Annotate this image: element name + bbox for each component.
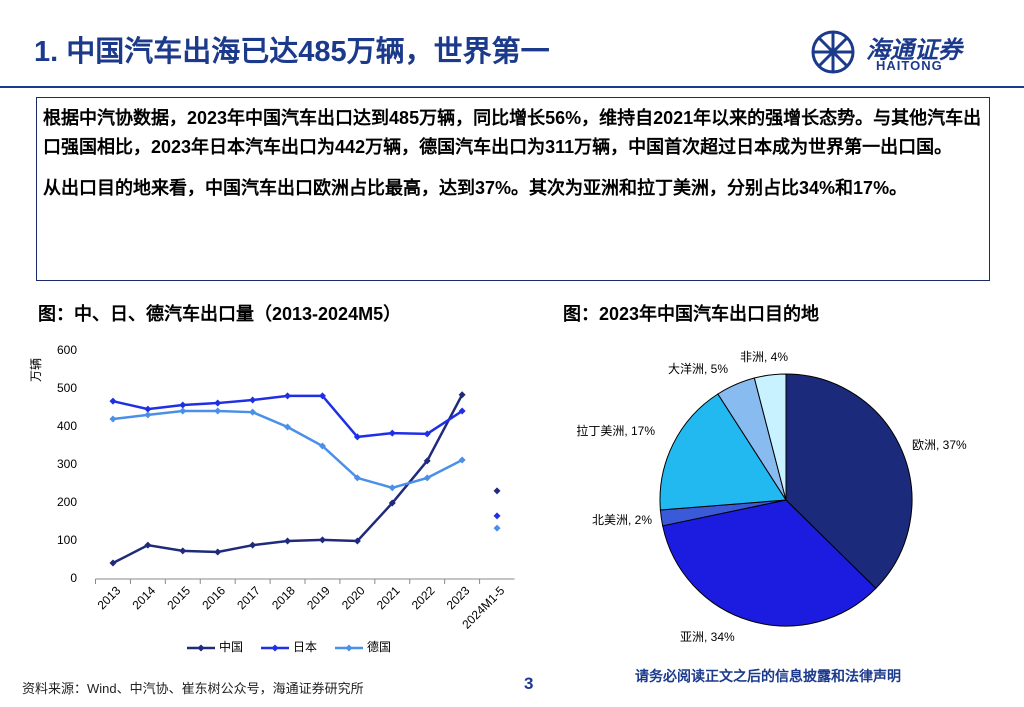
legend-marker (197, 644, 205, 652)
x-tick-label: 2013 (95, 583, 124, 612)
disclaimer: 请务必阅读正文之后的信息披露和法律声明 (635, 668, 901, 684)
point (109, 415, 117, 423)
point (493, 524, 501, 532)
source: 资料来源：Wind、中汽协、崔东树公众号，海通证券研究所 (22, 681, 364, 696)
series-line (112, 394, 463, 439)
point (388, 499, 396, 507)
y-tick-label: 0 (70, 571, 77, 585)
slice-label: 拉丁美洲, 17% (576, 423, 655, 438)
legend-marker (271, 644, 279, 652)
pie-slice (662, 499, 877, 627)
y-tick-label: 400 (57, 419, 77, 433)
slice-label: 非洲, 4% (740, 350, 788, 364)
series-line (112, 409, 463, 490)
chart-title: 图：中、日、德汽车出口量（2013-2024M5） (38, 304, 402, 324)
x-tick-label: 2016 (199, 583, 228, 612)
point (318, 442, 326, 450)
x-tick-label: 2015 (164, 583, 193, 612)
point (388, 484, 396, 492)
point (249, 408, 257, 416)
point (144, 541, 152, 549)
legend-marker (345, 644, 353, 652)
summary-box: 根据中汽协数据，2023年中国汽车出口达到485万辆，同比增长56%，维持自20… (36, 97, 990, 281)
paragraph: 根据中汽协数据，2023年中国汽车出口达到485万辆，同比增长56%，维持自20… (43, 108, 982, 157)
point (318, 392, 326, 400)
header-rule (0, 86, 1024, 88)
chart-title: 图：2023年中国汽车出口目的地 (563, 304, 820, 324)
slice-label: 北美洲, 2% (592, 513, 652, 527)
y-tick-label: 600 (57, 343, 77, 357)
x-tick-label: 2022 (409, 583, 438, 612)
logo-text: HAITONG (876, 58, 943, 73)
y-tick-label: 200 (57, 495, 77, 509)
point (423, 430, 431, 438)
legend-label: 德国 (367, 639, 391, 654)
point (458, 391, 466, 399)
point (493, 512, 501, 520)
point (179, 407, 187, 415)
point (284, 537, 292, 545)
point (214, 407, 222, 415)
point (493, 487, 501, 495)
point (109, 559, 117, 567)
slide-title: 1. 中国汽车出海已达485万辆，世界第一 (34, 36, 550, 68)
x-tick-label: 2017 (234, 583, 263, 612)
page-number: 3 (524, 674, 534, 693)
logo-icon (811, 30, 855, 74)
pie-slice (659, 393, 787, 511)
point (353, 474, 361, 482)
x-tick-label: 2014 (129, 583, 158, 612)
point (214, 399, 222, 407)
x-tick-label: 2019 (304, 583, 333, 612)
point (144, 405, 152, 413)
point (353, 433, 361, 441)
slice-label: 亚洲, 34% (680, 630, 735, 644)
x-tick-label: 2020 (339, 583, 368, 612)
pie-slice (785, 373, 913, 590)
legend-label: 日本 (293, 640, 317, 654)
point (318, 536, 326, 544)
point (458, 456, 466, 464)
y-axis-label: 万辆 (29, 358, 43, 382)
logo-text: 海通证券 (866, 37, 962, 64)
point (109, 397, 117, 405)
point (249, 396, 257, 404)
point (284, 392, 292, 400)
legend-label: 中国 (219, 639, 243, 654)
point (179, 401, 187, 409)
point (284, 423, 292, 431)
y-tick-label: 300 (57, 457, 77, 471)
point (214, 548, 222, 556)
x-tick-label: 2018 (269, 583, 298, 612)
point (179, 547, 187, 555)
point (249, 541, 257, 549)
point (423, 457, 431, 465)
point (353, 537, 361, 545)
y-tick-label: 500 (57, 381, 77, 395)
y-tick-label: 100 (57, 533, 77, 547)
point (458, 407, 466, 415)
slice-label: 大洋洲, 5% (668, 361, 728, 376)
point (388, 429, 396, 437)
x-tick-label: 2021 (374, 583, 403, 612)
paragraph: 从出口目的地来看，中国汽车出口欧洲占比最高，达到37%。其次为亚洲和拉丁美洲，分… (43, 178, 908, 198)
slice-label: 欧洲, 37% (912, 438, 967, 452)
pie-slice (753, 373, 787, 501)
point (423, 474, 431, 482)
x-tick-label: 2023 (444, 583, 473, 612)
point (144, 411, 152, 419)
